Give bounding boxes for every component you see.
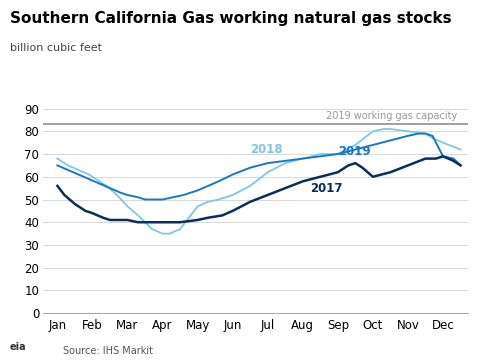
Text: billion cubic feet: billion cubic feet xyxy=(10,43,102,53)
Text: 2018: 2018 xyxy=(250,143,283,156)
Text: eia: eia xyxy=(10,342,26,352)
Text: 2019 working gas capacity: 2019 working gas capacity xyxy=(326,111,457,121)
Text: Southern California Gas working natural gas stocks: Southern California Gas working natural … xyxy=(10,11,451,26)
Text: Source: IHS Markit: Source: IHS Markit xyxy=(63,346,153,356)
Text: 2019: 2019 xyxy=(338,145,371,158)
Text: 2017: 2017 xyxy=(310,182,342,195)
